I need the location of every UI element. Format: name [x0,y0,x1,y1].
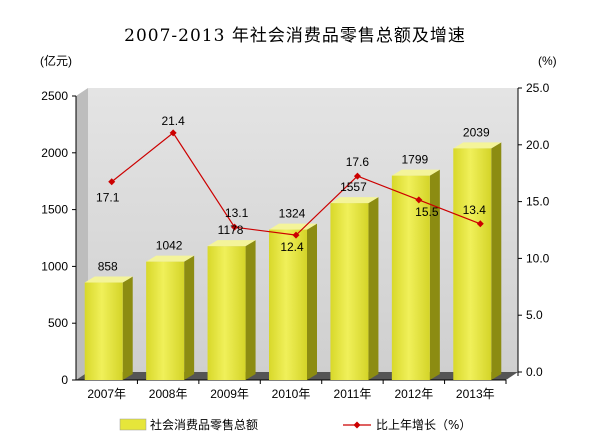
x-tick-label: 2013年 [456,387,495,401]
bar [146,255,195,380]
growth-point [292,231,300,239]
x-tick-label: 2010年 [272,387,311,401]
growth-point [231,223,239,231]
bar-top [453,142,502,149]
bar-front [453,148,492,380]
right-tick-label: 25.0 [526,81,550,95]
bar [453,142,502,380]
bar-top [207,240,256,247]
bar-front [330,203,369,380]
growth-point [415,196,423,204]
bar-top [269,223,317,230]
bar-top [391,169,440,176]
bar-side [429,169,440,380]
growth-value-label: 12.4 [280,240,304,254]
right-tick-label: 5.0 [526,308,543,322]
growth-value-label: 17.1 [96,191,120,205]
bar-value-label: 1042 [156,239,183,253]
legend-bar-swatch [119,418,147,431]
x-tick-label: 2007年 [87,387,126,401]
bar-value-label: 2039 [463,125,490,139]
bar-front [391,175,430,380]
line-series [108,129,484,239]
axes: 0 500 1000 1500 2000 2500 0.0 5.0 10.0 15.0 20.0 25… [41,81,549,401]
x-tick-label: 2008年 [149,387,188,401]
bar-front [269,229,307,380]
bar-top [146,255,195,262]
right-tick-label: 20.0 [526,138,550,152]
right-tick-label: 10.0 [526,251,550,265]
growth-point [169,129,177,137]
bar-side [307,223,317,380]
growth-point [353,172,361,180]
x-tick-label: 2012年 [395,387,434,401]
bar-value-label: 858 [98,260,118,274]
growth-point [108,178,116,186]
bar-side [184,255,195,380]
legend-line-marker [353,421,361,429]
left-tick-label: 2500 [41,89,68,103]
bar [269,223,317,380]
right-tick-label: 15.0 [526,195,550,209]
growth-value-label: 13.4 [463,203,487,217]
left-axis-unit: (亿元) [40,53,72,68]
left-tick-label: 1500 [41,203,68,217]
bar-value-label: 1557 [340,180,367,194]
x-tick-label: 2009年 [210,387,249,401]
left-tick-label: 2000 [41,146,68,160]
right-tick-label: 0.0 [526,365,543,379]
bar-front [146,261,185,380]
right-axis-unit: (%) [538,54,557,68]
bar [391,169,440,380]
chart-title: 2007-2013 年社会消费品零售总额及增速 [124,26,466,46]
legend-line-label: 比上年增长（%） [376,418,471,432]
bar [330,197,379,380]
bar [207,240,256,380]
bar-value-label: 1178 [218,223,244,237]
legend: 社会消费品零售总额 比上年增长（%） [119,417,471,432]
bar-value-label: 1324 [279,207,306,221]
x-tick-label: 2011年 [334,387,372,401]
growth-value-label: 15.5 [415,205,439,219]
growth-point [476,220,484,228]
bar-top [330,197,379,204]
bar [84,276,133,380]
bar-side [491,142,502,380]
bar-value-label: 1799 [402,153,429,167]
bar-front [84,282,123,380]
growth-value-label: 21.4 [161,114,185,128]
left-tick-label: 0 [61,373,68,387]
bar-series [84,142,502,380]
left-tick-label: 500 [48,316,68,330]
bar-side [368,197,379,380]
bar-side [122,276,133,380]
bar-front [207,246,246,380]
growth-value-label: 17.6 [346,155,370,169]
legend-bar-label: 社会消费品零售总额 [150,417,258,432]
growth-value-label: 13.1 [225,206,249,220]
bar-side [245,240,256,380]
data-labels: 858 1042 1178 1324 1557 1799 2039 17.1 21.4 13.1 1… [96,114,490,274]
bar-top [84,276,133,283]
left-tick-label: 1000 [41,259,68,273]
